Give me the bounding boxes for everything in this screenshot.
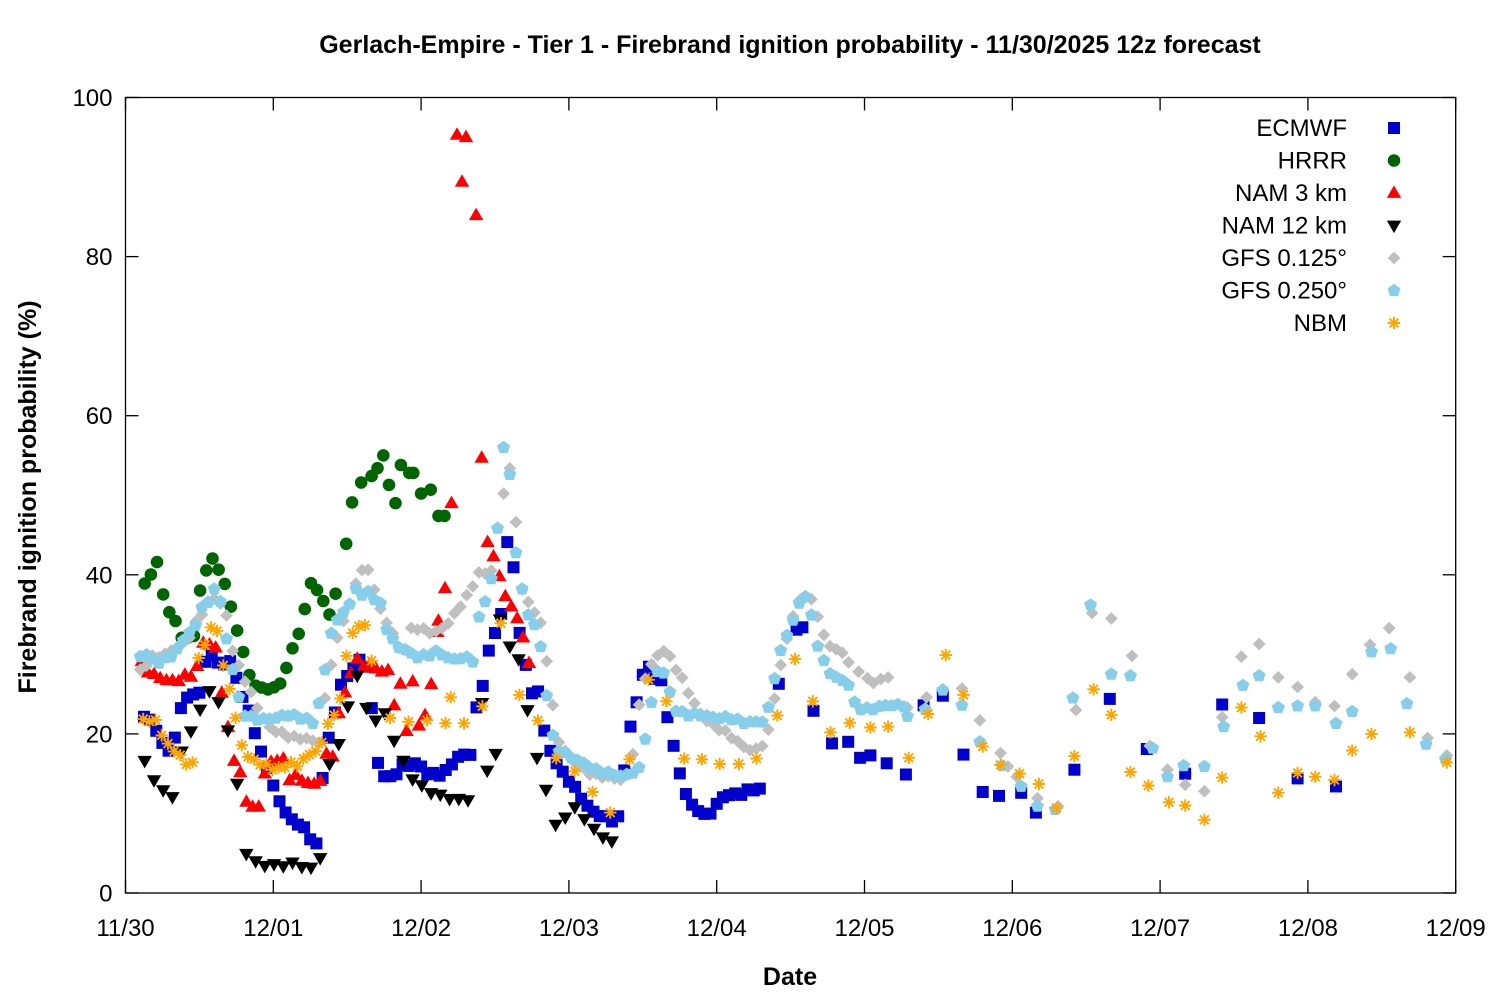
svg-text:GFS 0.125°: GFS 0.125° (1221, 245, 1347, 272)
svg-text:12/06: 12/06 (982, 915, 1042, 942)
svg-text:100: 100 (72, 85, 112, 112)
svg-text:Firebrand ignition probability: Firebrand ignition probability (%) (14, 300, 42, 693)
svg-text:12/03: 12/03 (539, 915, 599, 942)
svg-text:Gerlach-Empire - Tier 1 - Fire: Gerlach-Empire - Tier 1 - Firebrand igni… (319, 31, 1261, 59)
svg-text:12/09: 12/09 (1426, 915, 1486, 942)
svg-text:GFS 0.250°: GFS 0.250° (1221, 278, 1347, 305)
svg-text:60: 60 (86, 403, 113, 430)
svg-text:40: 40 (86, 562, 113, 589)
svg-text:12/02: 12/02 (391, 915, 451, 942)
svg-text:12/07: 12/07 (1130, 915, 1190, 942)
svg-text:80: 80 (86, 244, 113, 271)
svg-text:Date: Date (763, 963, 817, 991)
svg-text:12/08: 12/08 (1278, 915, 1338, 942)
svg-text:0: 0 (99, 881, 112, 908)
svg-text:11/30: 11/30 (96, 915, 154, 942)
svg-text:NAM 12 km: NAM 12 km (1222, 213, 1347, 240)
svg-text:12/04: 12/04 (687, 915, 747, 942)
svg-text:12/05: 12/05 (834, 915, 894, 942)
svg-text:ECMWF: ECMWF (1256, 115, 1347, 142)
svg-text:NAM 3 km: NAM 3 km (1235, 180, 1347, 207)
svg-text:20: 20 (86, 721, 113, 748)
svg-text:12/01: 12/01 (243, 915, 303, 942)
svg-text:NBM: NBM (1294, 310, 1347, 337)
svg-text:HRRR: HRRR (1278, 148, 1347, 175)
